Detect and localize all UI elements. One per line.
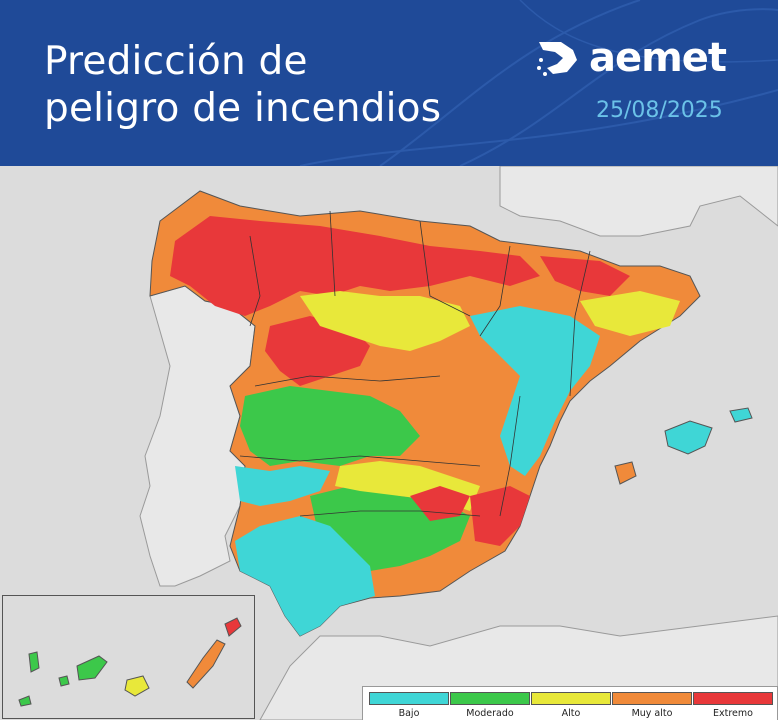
- fuerteventura: [186, 639, 226, 689]
- legend-swatch-moderado: [450, 692, 530, 705]
- title-line-1: Predicción de: [44, 39, 308, 84]
- region-borders: [239, 210, 591, 517]
- zone-bajo-andalucia: [235, 516, 375, 636]
- zone-moderado-centre: [240, 386, 420, 466]
- mallorca: [664, 420, 713, 455]
- la-gomera: [58, 675, 70, 687]
- header-banner: Predicción de peligro de incendios aemet…: [0, 0, 778, 166]
- zone-alto-catalonia: [580, 291, 680, 336]
- legend-swatch-muy-alto: [612, 692, 692, 705]
- lanzarote: [224, 617, 242, 637]
- aemet-logo-icon: [537, 42, 577, 76]
- zone-bajo-extremadura: [235, 466, 330, 506]
- el-hierro: [18, 695, 32, 707]
- legend-label-bajo: Bajo: [398, 708, 420, 719]
- ibiza: [614, 461, 637, 485]
- zone-extremo-north: [170, 216, 540, 316]
- menorca: [729, 407, 753, 423]
- legend-swatch-extremo: [693, 692, 773, 705]
- canary-islands-map: [18, 617, 242, 707]
- brand-name: aemet: [589, 35, 727, 81]
- legend-label-muy-alto: Muy alto: [631, 708, 673, 719]
- zone-extremo-southeast: [410, 486, 470, 521]
- zone-extremo-east: [540, 256, 630, 296]
- forecast-date: 25/08/2025: [596, 98, 723, 123]
- canary-islands-inset: [2, 595, 255, 719]
- gran-canaria: [124, 675, 150, 697]
- legend-swatch-alto: [531, 692, 611, 705]
- zone-bajo-east: [470, 306, 600, 476]
- legend-swatch-bajo: [369, 692, 449, 705]
- decorative-waves: [299, 0, 778, 166]
- title-line-2: peligro de incendios: [44, 86, 442, 131]
- legend-label-alto: Alto: [561, 708, 581, 719]
- la-palma: [28, 651, 40, 673]
- page-title: Predicción de peligro de incendios: [44, 38, 441, 132]
- france-landmass: [499, 166, 778, 237]
- zone-alto-centre: [300, 291, 470, 351]
- brand-logo: aemet: [535, 35, 727, 81]
- tenerife: [76, 655, 108, 681]
- fire-danger-legend: Bajo Moderado Alto Muy alto Extremo: [362, 686, 778, 720]
- legend-label-extremo: Extremo: [713, 708, 753, 719]
- legend-label-moderado: Moderado: [466, 708, 514, 719]
